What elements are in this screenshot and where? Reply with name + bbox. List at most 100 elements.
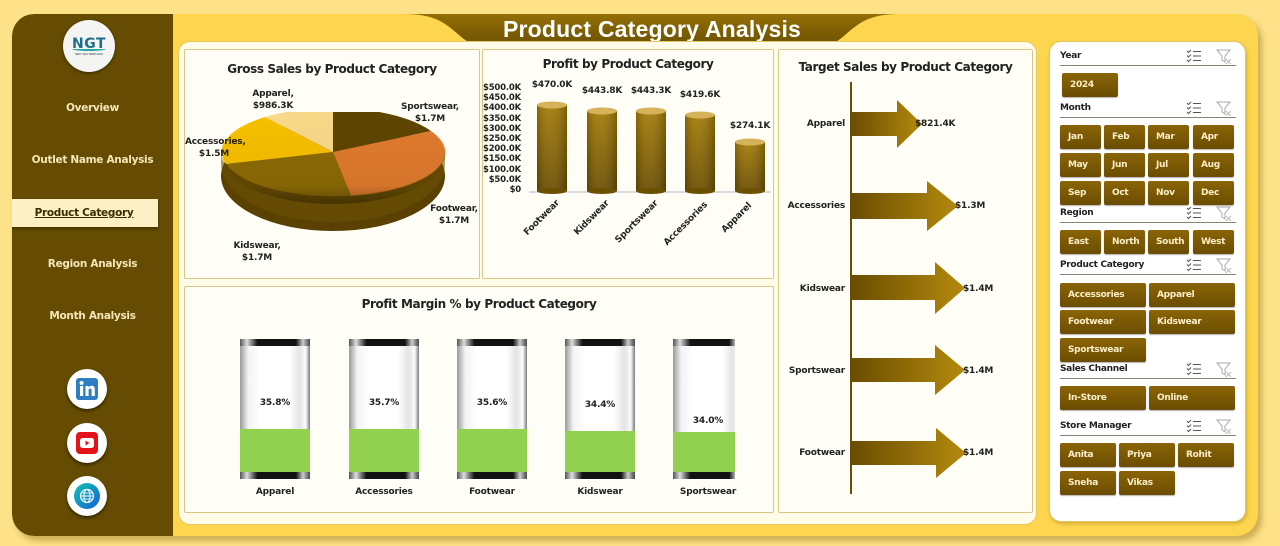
slicer-option-jul[interactable]: Jul — [1148, 153, 1189, 177]
slicer-option-footwear[interactable]: Footwear — [1060, 310, 1146, 334]
bar-label-accessories: $419.6K — [679, 90, 721, 100]
x-label-kidswear: Kidswear — [572, 198, 612, 238]
linkedin-button[interactable] — [67, 369, 107, 409]
y-axis-ticks: $500.0K $450.0K $400.0K $350.0K $300.0K $250.… — [483, 83, 521, 196]
row-label-sportswear: Sportswear — [788, 366, 845, 376]
margin-label-footwear: 35.6% — [476, 398, 508, 408]
battery-kidswear — [565, 339, 635, 479]
logo-swoosh-icon — [72, 47, 106, 51]
pie-label-sportswear: Sportswear, $1.7M — [400, 102, 460, 124]
slicer-option-in-store[interactable]: In-Store — [1060, 386, 1146, 410]
clear-filter-icon[interactable] — [1216, 101, 1232, 116]
ngt-logo[interactable]: NGT NEXT GEN TEMPLATES — [63, 20, 115, 72]
multi-select-icon[interactable] — [1186, 419, 1202, 433]
clear-filter-icon[interactable] — [1216, 258, 1232, 273]
slicer-header-month: Month — [1060, 100, 1236, 118]
slicer-option-vikas[interactable]: Vikas — [1119, 471, 1175, 495]
profit-margin-chart[interactable]: Profit Margin % by Product Category — [184, 286, 774, 513]
slicer-option-apr[interactable]: Apr — [1193, 125, 1234, 149]
slicer-header-region: Region — [1060, 205, 1236, 223]
slicer-option-west[interactable]: West — [1193, 230, 1234, 254]
slicer-option-oct[interactable]: Oct — [1104, 181, 1145, 205]
x-label-sportswear: Sportswear — [679, 487, 737, 497]
gross-sales-chart[interactable]: Gross Sales by Product Category Apparel,… — [184, 49, 480, 279]
slicer-option-jun[interactable]: Jun — [1104, 153, 1145, 177]
slicer-option-apparel[interactable]: Apparel — [1149, 283, 1235, 307]
slicer-title: Sales Channel — [1060, 364, 1128, 374]
youtube-button[interactable] — [67, 423, 107, 463]
slicer-option-anita[interactable]: Anita — [1060, 443, 1116, 467]
multi-select-icon[interactable] — [1186, 101, 1202, 115]
bar-chart-graphic — [529, 101, 771, 194]
bar-label-apparel: $274.1K — [729, 121, 771, 131]
sidebar-item-outlet-name-analysis[interactable]: Outlet Name Analysis — [31, 154, 154, 166]
slicer-option-east[interactable]: East — [1060, 230, 1101, 254]
slicer-option-sep[interactable]: Sep — [1060, 181, 1101, 205]
sidebar-item-month-analysis[interactable]: Month Analysis — [49, 310, 136, 322]
slicer-option-north[interactable]: North — [1104, 230, 1145, 254]
sidebar-item-product-category[interactable]: Product Category — [12, 199, 158, 227]
pie-label-apparel: Apparel, $986.3K — [252, 89, 294, 111]
battery-accessories — [349, 339, 419, 479]
value-label-apparel: $821.4K — [915, 119, 956, 129]
slicer-option-south[interactable]: South — [1148, 230, 1189, 254]
slicer-title: Month — [1060, 103, 1091, 113]
slicer-option-may[interactable]: May — [1060, 153, 1101, 177]
slicer-header-year: Year — [1060, 48, 1236, 66]
slicer-option-2024[interactable]: 2024 — [1062, 73, 1118, 97]
bar-label-footwear: $470.0K — [531, 80, 573, 90]
sidebar-item-region-analysis[interactable]: Region Analysis — [47, 258, 138, 270]
slicer-option-nov[interactable]: Nov — [1148, 181, 1189, 205]
slicer-option-sneha[interactable]: Sneha — [1060, 471, 1116, 495]
battery-chart-graphic — [240, 339, 735, 479]
multi-select-icon[interactable] — [1186, 49, 1202, 63]
slicer-option-priya[interactable]: Priya — [1119, 443, 1175, 467]
slicer-option-dec[interactable]: Dec — [1193, 181, 1234, 205]
filter-panel: Year 2024 Month Jan Feb Mar Apr May Jun … — [1049, 41, 1246, 522]
margin-label-kidswear: 34.4% — [584, 400, 616, 410]
pie-label-kidswear: Kidswear, $1.7M — [233, 241, 281, 263]
target-sales-chart[interactable]: Target Sales by Product Category Apparel… — [778, 49, 1033, 513]
sidebar-item-overview[interactable]: Overview — [66, 102, 119, 114]
clear-filter-icon[interactable] — [1216, 206, 1232, 221]
pie-label-footwear: Footwear, $1.7M — [430, 204, 478, 226]
x-label-accessories: Accessories — [662, 200, 710, 248]
youtube-icon — [76, 432, 98, 454]
sidebar: NGT NEXT GEN TEMPLATES Overview Outlet N… — [12, 14, 173, 536]
slicer-option-kidswear[interactable]: Kidswear — [1149, 310, 1235, 334]
margin-label-accessories: 35.7% — [368, 398, 400, 408]
slicer-option-feb[interactable]: Feb — [1104, 125, 1145, 149]
x-label-apparel: Apparel — [719, 200, 755, 236]
slicer-option-aug[interactable]: Aug — [1193, 153, 1234, 177]
slicer-option-rohit[interactable]: Rohit — [1178, 443, 1234, 467]
x-label-sportswear: Sportswear — [613, 198, 661, 246]
multi-select-icon[interactable] — [1186, 206, 1202, 220]
chart-title: Target Sales by Product Category — [798, 60, 1013, 74]
slicer-option-sportswear[interactable]: Sportswear — [1060, 338, 1146, 362]
multi-select-icon[interactable] — [1186, 258, 1202, 272]
row-label-footwear: Footwear — [799, 448, 845, 458]
value-label-footwear: $1.4M — [963, 448, 994, 458]
pie-chart-graphic — [221, 112, 446, 231]
slicer-option-jan[interactable]: Jan — [1060, 125, 1101, 149]
clear-filter-icon[interactable] — [1216, 362, 1232, 377]
x-label-kidswear: Kidswear — [577, 487, 623, 497]
slicer-title: Region — [1060, 208, 1094, 218]
x-label-apparel: Apparel — [255, 487, 295, 497]
title-banner-shape-icon — [404, 14, 900, 49]
arrow-chart-graphic — [850, 82, 966, 494]
slicer-title: Product Category — [1060, 260, 1145, 270]
margin-label-apparel: 35.8% — [259, 398, 291, 408]
slicer-header-product-category: Product Category — [1060, 257, 1236, 275]
x-label-footwear: Footwear — [522, 198, 562, 238]
slicer-option-accessories[interactable]: Accessories — [1060, 283, 1146, 307]
multi-select-icon[interactable] — [1186, 362, 1202, 376]
slicer-option-online[interactable]: Online — [1149, 386, 1235, 410]
value-label-kidswear: $1.4M — [963, 284, 994, 294]
slicer-option-mar[interactable]: Mar — [1148, 125, 1189, 149]
clear-filter-icon[interactable] — [1216, 49, 1232, 64]
website-button[interactable] — [67, 476, 107, 516]
page-title: Product Category Analysis — [502, 16, 802, 42]
profit-chart[interactable]: Profit by Product Category $500.0K $450.0… — [482, 49, 774, 279]
clear-filter-icon[interactable] — [1216, 419, 1232, 434]
